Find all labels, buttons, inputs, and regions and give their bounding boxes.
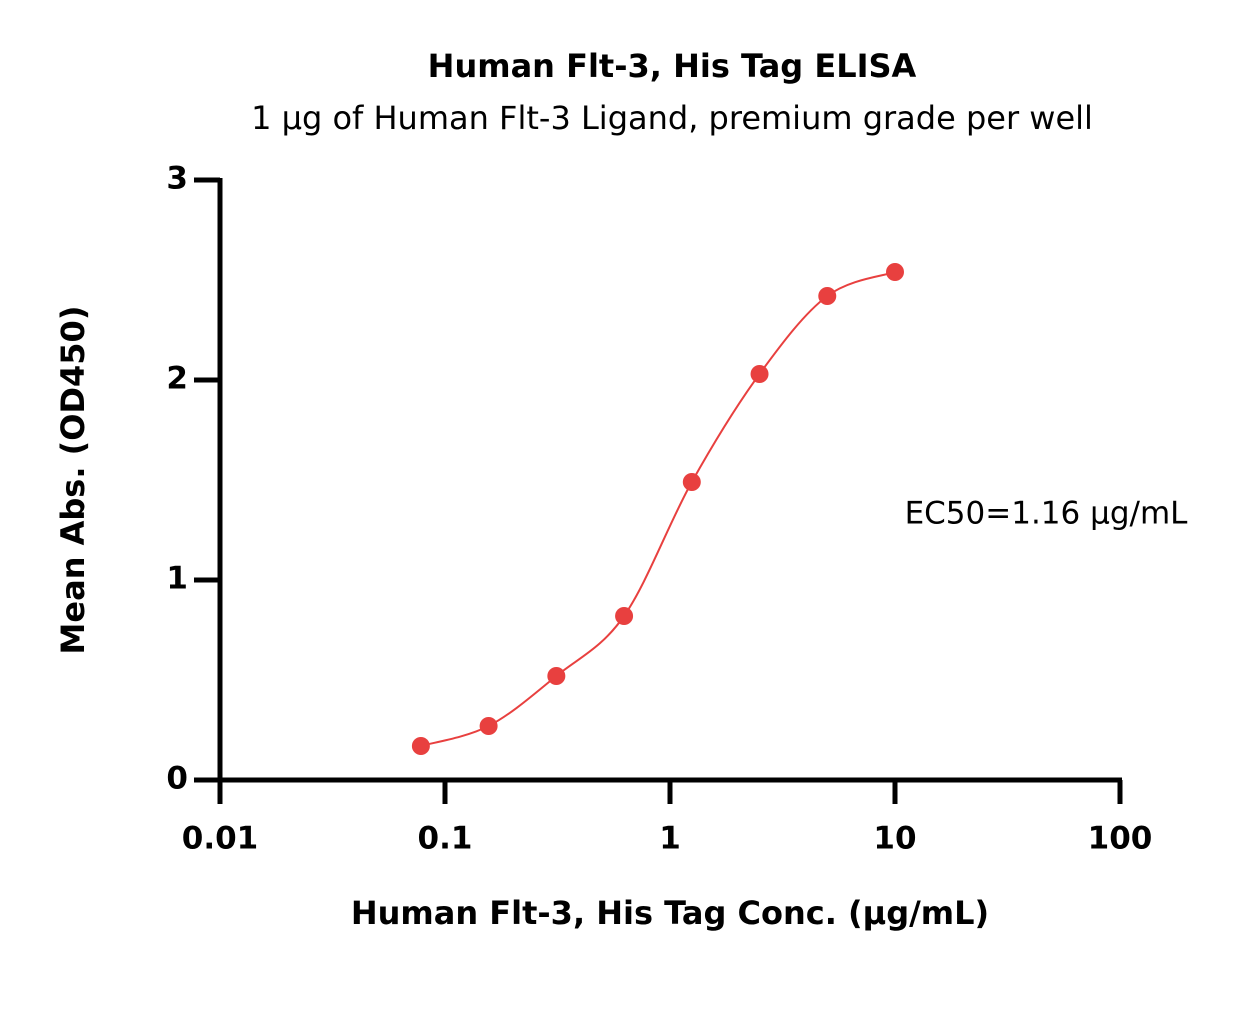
y-tick-label: 1	[166, 561, 188, 597]
point	[818, 287, 837, 305]
x-axis-label: Human Flt-3, His Tag Conc. (μg/mL)	[351, 894, 989, 932]
y-axis-label: Mean Abs. (OD450)	[54, 306, 92, 655]
point	[886, 263, 904, 281]
point	[682, 473, 701, 491]
x-tick-label: 10	[873, 821, 916, 857]
point	[479, 717, 498, 735]
y-tick-label: 2	[166, 361, 188, 397]
chart-subtitle: 1 μg of Human Flt-3 Ligand, premium grad…	[251, 99, 1093, 137]
x-tick-label: 0.01	[182, 821, 259, 857]
y-tick-label: 3	[166, 161, 188, 197]
point	[547, 667, 566, 685]
chart-title: Human Flt-3, His Tag ELISA	[428, 47, 917, 85]
curve	[420, 271, 896, 747]
x-tick-label: 0.1	[418, 821, 473, 857]
point	[615, 607, 634, 625]
annotation: EC50=1.16 μg/mL	[905, 496, 1189, 532]
x-tick-label: 100	[1088, 821, 1153, 857]
x-tick-label: 1	[659, 821, 681, 857]
point	[411, 737, 430, 755]
point	[750, 365, 769, 383]
y-tick-label: 0	[166, 761, 188, 797]
